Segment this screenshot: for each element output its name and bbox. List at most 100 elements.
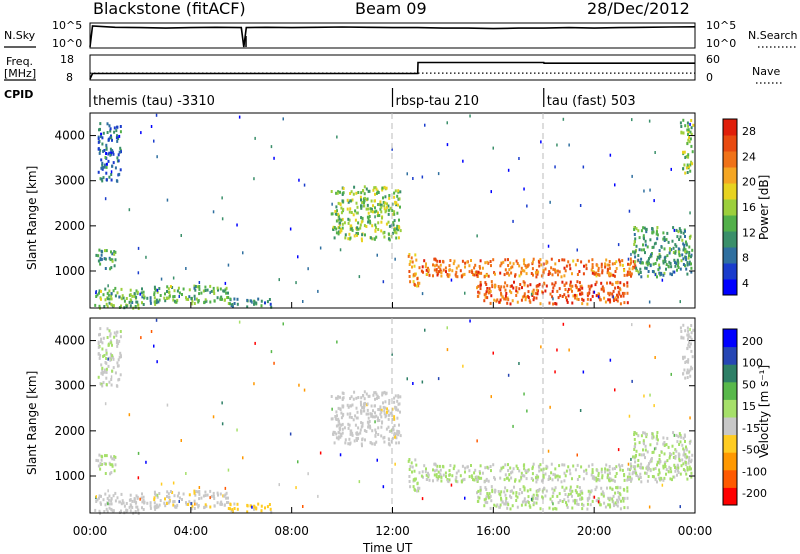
velocity-cell — [417, 489, 420, 493]
power-cell — [104, 249, 106, 253]
velocity-cell — [623, 474, 626, 478]
velocity-cell — [354, 414, 357, 418]
velocity-cell — [103, 368, 106, 372]
power-cell — [104, 257, 107, 261]
velocity-cell — [451, 474, 454, 478]
velocity-cell — [155, 493, 157, 497]
power-cell — [635, 266, 638, 270]
power-cell — [346, 198, 349, 202]
velocity-cell — [110, 497, 113, 501]
power-cell — [687, 256, 690, 260]
power-cell — [108, 297, 111, 301]
power-cell — [139, 292, 141, 296]
velocity-cell — [155, 506, 158, 510]
velocity-cell — [360, 442, 363, 446]
velocity-cell — [608, 465, 611, 468]
velocity-cell — [611, 497, 614, 501]
power-cell — [370, 199, 373, 203]
velocity-cell — [282, 322, 284, 326]
velocity-cell — [337, 395, 340, 399]
velocity-cell — [337, 417, 340, 421]
power-cell — [634, 260, 637, 264]
power-cell — [564, 269, 567, 273]
velocity-cell — [100, 340, 102, 343]
power-cell — [381, 188, 384, 192]
velocity-cell — [576, 453, 578, 457]
velocity-cell — [101, 366, 104, 370]
velocity-cell — [679, 326, 682, 330]
power-cell — [685, 155, 688, 158]
power-cell — [185, 296, 187, 300]
velocity-cell — [395, 436, 398, 440]
velocity-cell — [372, 409, 374, 413]
power-cell — [383, 204, 386, 208]
power-cell — [193, 284, 196, 288]
power-cell — [692, 123, 695, 127]
power-cell — [483, 275, 486, 279]
power-cell — [335, 205, 338, 209]
power-cell — [497, 285, 500, 288]
power-cell — [658, 263, 661, 267]
velocity-cell — [477, 489, 480, 493]
power-cell — [648, 119, 651, 123]
velocity-cell — [418, 471, 421, 475]
power-cell — [116, 134, 118, 138]
velocity-cell — [512, 491, 515, 495]
velocity-cell — [113, 457, 116, 461]
power-cell — [470, 269, 473, 273]
power-cell — [680, 130, 683, 134]
velocity-cell — [102, 381, 105, 385]
velocity-cell — [614, 475, 617, 478]
power-cell — [682, 150, 684, 154]
velocity-cell — [387, 413, 390, 417]
power-cell — [565, 296, 567, 300]
velocity-cell — [96, 498, 99, 502]
xtick-label: 00:00 — [678, 524, 713, 538]
velocity-cell — [600, 492, 603, 496]
velocity-cell — [653, 447, 656, 451]
power-cell — [219, 297, 222, 301]
velocity-cell — [468, 469, 471, 473]
power-cell — [486, 287, 489, 290]
velocity-cell — [452, 467, 455, 471]
velocity-cell — [682, 462, 685, 466]
velocity-cell — [643, 431, 646, 435]
velocity-cell — [664, 465, 667, 468]
velocity-cell — [672, 456, 675, 459]
velocity-cell — [642, 441, 645, 445]
velocity-cell — [426, 477, 429, 481]
velocity-cell — [349, 429, 352, 433]
power-cell — [225, 286, 228, 290]
power-cell — [510, 271, 513, 275]
power-cell — [499, 264, 502, 268]
velocity-cell — [689, 335, 692, 339]
power-cell — [353, 185, 356, 189]
power-cell — [667, 240, 670, 244]
power-cell — [103, 163, 106, 167]
power-cell — [353, 234, 356, 238]
power-cell — [558, 259, 561, 263]
velocity-cell — [116, 496, 119, 500]
power-cell — [379, 200, 382, 204]
power-cell — [674, 249, 677, 253]
power-cell — [99, 257, 102, 261]
power-cell — [563, 283, 566, 287]
power-cell — [627, 262, 629, 266]
velocity-cell — [397, 408, 399, 412]
power-cell — [629, 257, 632, 261]
velocity-cell — [273, 361, 275, 365]
power-cell — [659, 255, 662, 259]
cpid-label: CPID — [4, 88, 33, 101]
velocity-cell — [607, 496, 610, 500]
power-cell — [349, 224, 352, 228]
velocity-cell — [119, 351, 122, 355]
velocity-cell — [376, 458, 378, 462]
power-cell — [630, 272, 633, 276]
velocity-cell — [98, 333, 100, 337]
power-cell — [396, 194, 399, 198]
power-cell — [490, 190, 492, 194]
velocity-cell — [621, 468, 624, 472]
power-cell — [440, 270, 443, 274]
power-cell — [608, 266, 611, 270]
power-cell — [665, 263, 668, 266]
